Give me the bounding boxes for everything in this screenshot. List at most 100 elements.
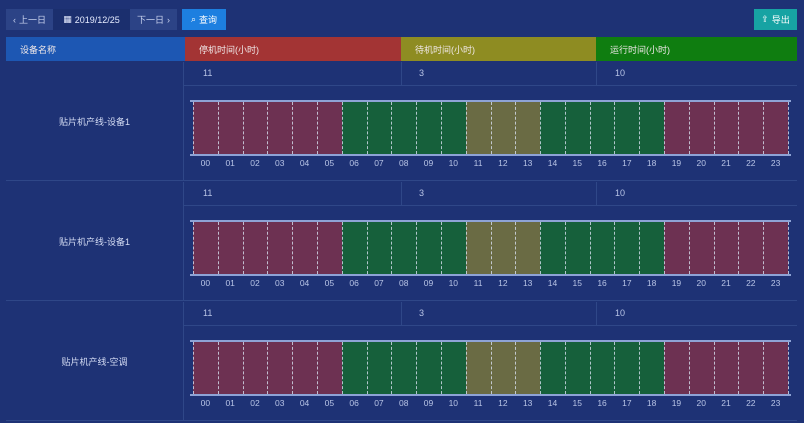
timeline-segment-down[interactable]	[688, 102, 715, 154]
next-day-button[interactable]: 下一日 ›	[130, 9, 177, 30]
timeline-segment-down[interactable]	[193, 222, 219, 274]
timeline-segment-run[interactable]	[564, 342, 591, 394]
timeline-segment-run[interactable]	[341, 102, 368, 154]
timeline-segment-run[interactable]	[366, 102, 392, 154]
hour-tick	[416, 222, 418, 274]
hour-tick	[564, 342, 566, 394]
hour-tick	[440, 102, 442, 154]
timeline-bar: 00 01 02 03 04 05 06 07 08 09 10 11 12 13 14 15 16 17 18 19…	[190, 340, 791, 408]
timeline-segment-down[interactable]	[267, 342, 293, 394]
timeline-segment-standby[interactable]	[490, 342, 516, 394]
hour-tick	[763, 102, 765, 154]
timeline-segment-down[interactable]	[242, 222, 268, 274]
header-run-time: 运行时间(小时)	[596, 37, 797, 61]
timeline-segment-run[interactable]	[440, 222, 467, 274]
date-picker[interactable]: ▦ 2019/12/25	[53, 9, 130, 30]
timeline-segment-down[interactable]	[738, 222, 764, 274]
hour-label: 06	[349, 158, 359, 168]
timeline-segment-run[interactable]	[589, 102, 615, 154]
hour-label: 22	[746, 398, 756, 408]
timeline-segment-down[interactable]	[193, 342, 219, 394]
timeline-segment-down[interactable]	[664, 102, 690, 154]
timeline-segment-run[interactable]	[614, 102, 640, 154]
timeline-segment-down[interactable]	[193, 102, 219, 154]
timeline-segment-down[interactable]	[292, 342, 318, 394]
query-button[interactable]: ⌕ 查询	[182, 9, 226, 30]
timeline-segment-run[interactable]	[639, 102, 665, 154]
timeline-segment-run[interactable]	[416, 102, 442, 154]
hour-label: 20	[696, 278, 706, 288]
timeline-segment-run[interactable]	[440, 102, 467, 154]
timeline-segment-standby[interactable]	[490, 102, 516, 154]
timeline-segment-standby[interactable]	[465, 222, 491, 274]
timeline-segment-run[interactable]	[614, 342, 640, 394]
timeline-segment-standby[interactable]	[515, 342, 541, 394]
timeline-segment-run[interactable]	[416, 222, 442, 274]
timeline-segment-run[interactable]	[391, 102, 417, 154]
timeline-segment-run[interactable]	[416, 342, 442, 394]
timeline-segment-down[interactable]	[267, 222, 293, 274]
timeline-segment-run[interactable]	[366, 342, 392, 394]
timeline-segment-down[interactable]	[713, 102, 739, 154]
hour-label: 02	[250, 278, 260, 288]
timeline-segment-down[interactable]	[292, 102, 318, 154]
hour-label: 12	[498, 158, 508, 168]
timeline-segment-down[interactable]	[292, 222, 318, 274]
timeline-segment-down[interactable]	[738, 102, 764, 154]
timeline-segment-down[interactable]	[316, 222, 343, 274]
hour-label: 03	[275, 278, 285, 288]
timeline-segment-down[interactable]	[713, 342, 739, 394]
timeline-segment-run[interactable]	[341, 342, 368, 394]
timeline-segment-run[interactable]	[440, 342, 467, 394]
hour-tick	[788, 102, 789, 154]
timeline-segment-run[interactable]	[564, 222, 591, 274]
timeline-segment-run[interactable]	[391, 342, 417, 394]
timeline-segment-run[interactable]	[589, 342, 615, 394]
timeline-segment-down[interactable]	[763, 222, 789, 274]
timeline-segment-run[interactable]	[639, 342, 665, 394]
hour-label: 02	[250, 398, 260, 408]
timeline-segment-down[interactable]	[316, 342, 343, 394]
timeline-segment-down[interactable]	[688, 342, 715, 394]
timeline-segment-down[interactable]	[316, 102, 343, 154]
hour-tick	[515, 222, 517, 274]
divider	[596, 302, 597, 325]
timeline-segment-down[interactable]	[763, 102, 789, 154]
timeline-segment-down[interactable]	[738, 342, 764, 394]
hour-tick	[688, 102, 690, 154]
timeline-segment-down[interactable]	[217, 222, 244, 274]
timeline-segment-run[interactable]	[366, 222, 392, 274]
hour-tick	[292, 102, 294, 154]
export-button[interactable]: ⇪ 导出	[754, 9, 797, 30]
timeline-segment-run[interactable]	[540, 342, 566, 394]
timeline-segment-down[interactable]	[763, 342, 789, 394]
hour-label: 11	[473, 158, 483, 168]
timeline-segment-down[interactable]	[242, 102, 268, 154]
timeline-segment-down[interactable]	[267, 102, 293, 154]
timeline-segment-run[interactable]	[639, 222, 665, 274]
timeline-segment-run[interactable]	[589, 222, 615, 274]
timeline-segment-run[interactable]	[614, 222, 640, 274]
timeline-segment-run[interactable]	[564, 102, 591, 154]
timeline-segment-down[interactable]	[688, 222, 715, 274]
hour-label: 01	[225, 398, 235, 408]
previous-day-button[interactable]: ‹ 上一日	[6, 9, 53, 30]
timeline-segment-standby[interactable]	[465, 342, 491, 394]
timeline-segment-standby[interactable]	[515, 102, 541, 154]
timeline-segment-down[interactable]	[217, 342, 244, 394]
timeline-segment-run[interactable]	[540, 102, 566, 154]
hour-label: 17	[622, 158, 632, 168]
timeline-segment-down[interactable]	[664, 222, 690, 274]
timeline-segment-standby[interactable]	[490, 222, 516, 274]
timeline-segment-down[interactable]	[664, 342, 690, 394]
hour-tick	[614, 102, 616, 154]
timeline-segment-run[interactable]	[391, 222, 417, 274]
timeline-segment-standby[interactable]	[515, 222, 541, 274]
timeline-segment-down[interactable]	[242, 342, 268, 394]
timeline-segment-run[interactable]	[341, 222, 368, 274]
timeline-segment-down[interactable]	[713, 222, 739, 274]
timeline-segment-down[interactable]	[217, 102, 244, 154]
hour-label: 14	[547, 398, 558, 408]
timeline-segment-run[interactable]	[540, 222, 566, 274]
timeline-segment-standby[interactable]	[465, 102, 491, 154]
